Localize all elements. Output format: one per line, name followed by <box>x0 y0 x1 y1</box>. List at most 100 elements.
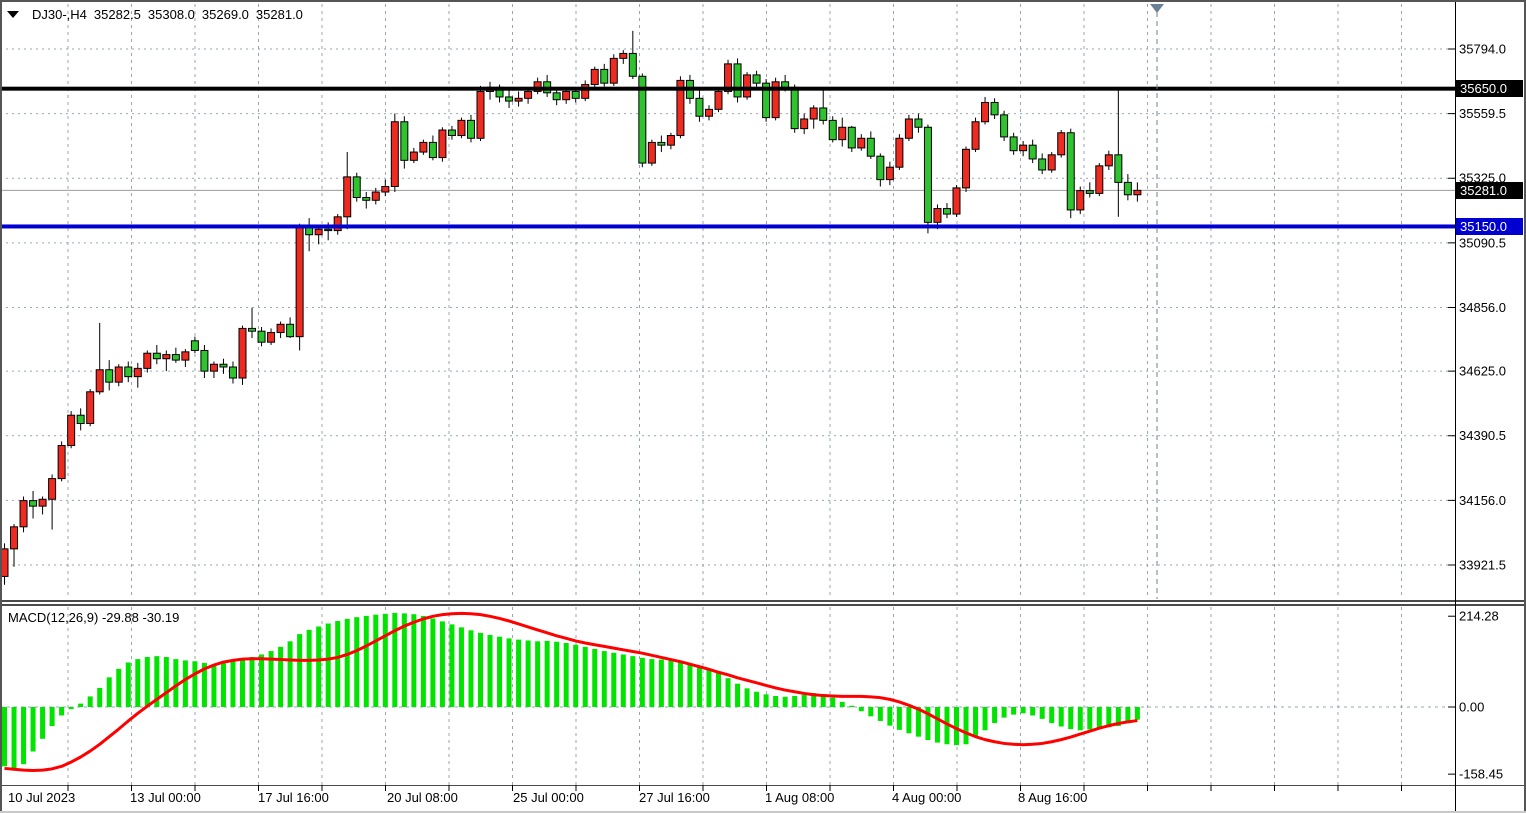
candle-body <box>286 323 295 338</box>
candle-body <box>923 126 932 223</box>
time-axis-label: 27 Jul 16:00 <box>639 790 710 805</box>
candle-body <box>1076 190 1085 211</box>
high-value: 35308.0 <box>147 7 195 22</box>
macd-line-value: -29.88 <box>101 610 139 625</box>
macd-histogram-bar <box>2 707 7 767</box>
candle-body <box>733 63 742 98</box>
candle-body <box>1009 136 1018 152</box>
candle-body <box>466 119 475 139</box>
macd-histogram-bar <box>516 639 522 707</box>
macd-histogram-bar <box>106 677 112 707</box>
candle-body <box>105 369 114 383</box>
macd-histogram-bar <box>21 707 27 765</box>
macd-histogram-bar <box>706 668 712 707</box>
macd-histogram-bar <box>278 646 284 707</box>
candle-body <box>1000 114 1009 138</box>
current-price-badge: 35281.0 <box>1456 181 1523 199</box>
candle-body <box>704 108 713 117</box>
candle-body <box>67 414 76 447</box>
macd-histogram-bar <box>554 641 560 707</box>
candle-body <box>190 340 199 351</box>
candle-body <box>390 121 399 188</box>
macd-histogram-bar <box>1001 707 1007 718</box>
macd-histogram-bar <box>820 694 826 707</box>
macd-histogram-bar <box>687 663 693 707</box>
chart-dropdown-icon[interactable] <box>7 11 19 18</box>
candle-body <box>800 118 809 130</box>
macd-histogram-bar <box>68 707 74 710</box>
macd-histogram-bar <box>287 641 293 707</box>
macd-histogram-bar <box>1068 707 1074 730</box>
macd-histogram-bar <box>382 613 388 707</box>
candle-body <box>895 137 904 168</box>
macd-histogram-bar <box>639 657 645 707</box>
candle-body <box>248 327 257 332</box>
candle-body <box>771 81 780 119</box>
macd-histogram-bar <box>1106 707 1112 728</box>
macd-histogram-bar <box>325 623 331 707</box>
macd-histogram-bar <box>40 707 46 739</box>
price-axis-tick-label: 34390.5 <box>1459 428 1506 443</box>
macd-histogram-bar <box>677 661 683 707</box>
price-axis-tick-label: 35090.5 <box>1459 235 1506 250</box>
candle-body <box>333 216 342 232</box>
candle-body <box>295 225 304 338</box>
macd-histogram-bar <box>782 696 788 707</box>
candle-body <box>962 148 971 189</box>
macd-signal-value: -30.19 <box>142 610 180 625</box>
macd-histogram-bar <box>1096 707 1102 729</box>
candle-body <box>38 498 47 507</box>
macd-histogram-bar <box>735 683 741 707</box>
price-axis-tick-label: 35559.5 <box>1459 106 1506 121</box>
macd-histogram-bar <box>230 661 236 707</box>
macd-histogram-bar <box>915 707 921 737</box>
macd-histogram-bar <box>182 660 188 707</box>
candle-body <box>29 500 38 507</box>
candle-body <box>552 92 561 101</box>
macd-histogram-bar <box>849 705 855 707</box>
window-border <box>1524 0 1526 813</box>
candle-body <box>857 137 866 149</box>
candle-body <box>1047 154 1056 171</box>
macd-histogram-bar <box>144 657 150 707</box>
candle-body <box>257 330 266 343</box>
macd-histogram-bar <box>868 707 874 717</box>
pane-separator[interactable] <box>0 604 1526 606</box>
macd-histogram-bar <box>1030 707 1036 716</box>
candle-body <box>209 363 218 372</box>
candle-body <box>571 90 580 99</box>
macd-histogram-bar <box>1011 707 1017 715</box>
candle-body <box>314 228 323 236</box>
macd-histogram-bar <box>592 648 598 707</box>
macd-histogram-bar <box>611 652 617 707</box>
candle-body <box>181 351 190 361</box>
symbol-timeframe-label: DJ30-,H4 <box>32 7 87 22</box>
candle-body <box>743 74 752 98</box>
price-axis-tick-label: 35794.0 <box>1459 42 1506 57</box>
resistance-line[interactable] <box>0 86 1455 91</box>
time-axis-label: 10 Jul 2023 <box>8 790 75 805</box>
macd-histogram-bar <box>658 659 664 707</box>
candle-body <box>581 84 590 99</box>
macd-histogram-bar <box>173 659 179 707</box>
candle-body <box>1133 189 1142 196</box>
macd-histogram-bar <box>478 632 483 707</box>
candle-body <box>86 391 95 424</box>
candle-body <box>714 90 723 110</box>
macd-histogram-bar <box>982 707 988 731</box>
macd-histogram-bar <box>1134 707 1140 720</box>
support-line[interactable] <box>0 224 1455 229</box>
macd-histogram-bar <box>449 624 455 707</box>
low-value: 35269.0 <box>201 7 249 22</box>
candle-body <box>514 97 523 102</box>
pane-separator[interactable] <box>0 600 1526 602</box>
candle-body <box>428 141 437 159</box>
macd-histogram-bar <box>877 707 883 721</box>
candle-body <box>95 369 104 393</box>
candle-body <box>1104 154 1113 167</box>
candle-body <box>876 155 885 181</box>
candle-body <box>666 135 675 146</box>
candle-body <box>819 107 828 121</box>
price-axis-tick-label: 34856.0 <box>1459 300 1506 315</box>
